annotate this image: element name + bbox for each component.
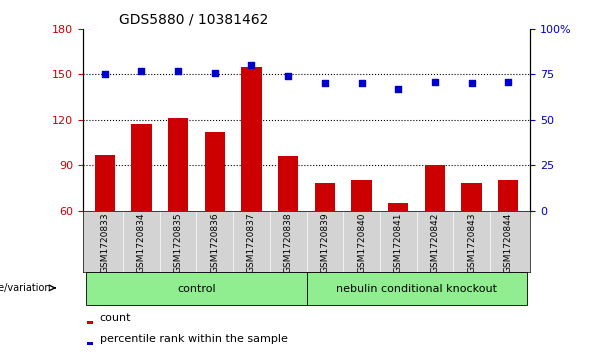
Bar [351,180,371,211]
Bar [278,156,299,211]
Point [137,68,147,74]
FancyBboxPatch shape [306,272,527,305]
Text: genotype/variation: genotype/variation [0,283,51,293]
Point [466,81,476,86]
FancyBboxPatch shape [86,272,306,305]
Text: GSM1720838: GSM1720838 [284,212,292,273]
Text: nebulin conditional knockout: nebulin conditional knockout [336,284,497,294]
Text: count: count [100,313,131,323]
Text: GSM1720835: GSM1720835 [173,212,183,273]
Text: GSM1720841: GSM1720841 [394,212,403,273]
Bar [425,165,445,211]
Text: GDS5880 / 10381462: GDS5880 / 10381462 [118,12,268,26]
Text: GSM1720833: GSM1720833 [101,212,109,273]
Text: GSM1720836: GSM1720836 [210,212,219,273]
Point [283,73,293,79]
Bar [131,124,151,211]
Text: GSM1720837: GSM1720837 [247,212,256,273]
Point [503,79,513,85]
Point [173,68,183,74]
Bar [168,118,188,211]
Bar [388,203,408,211]
Bar [462,183,482,211]
Text: GSM1720842: GSM1720842 [430,212,440,273]
Text: GSM1720843: GSM1720843 [467,212,476,273]
Text: GSM1720839: GSM1720839 [321,212,329,273]
Text: GSM1720834: GSM1720834 [137,212,146,273]
Point [210,70,219,76]
Text: GSM1720844: GSM1720844 [504,212,512,273]
Point [394,86,403,92]
Bar [314,183,335,211]
Bar [242,67,262,211]
Point [100,72,110,77]
Bar [498,180,519,211]
Bar [87,342,93,345]
Bar [87,321,93,324]
Text: control: control [177,284,216,294]
Point [320,81,330,86]
Bar [205,132,225,211]
Bar [94,155,115,211]
Point [430,79,440,85]
Point [357,81,367,86]
Point [246,62,256,68]
Text: GSM1720840: GSM1720840 [357,212,366,273]
Text: percentile rank within the sample: percentile rank within the sample [100,334,287,344]
